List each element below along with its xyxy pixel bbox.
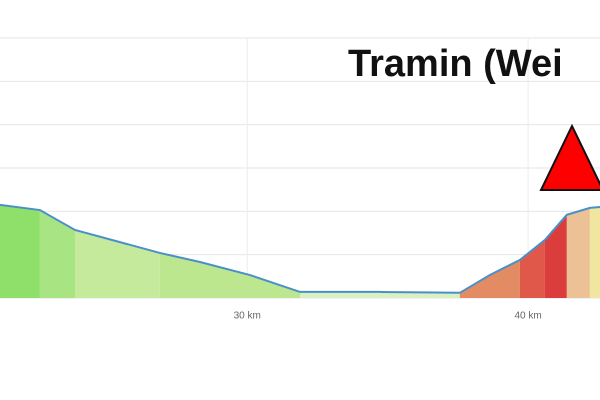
- grade-segment: [544, 214, 567, 298]
- grade-segment: [459, 259, 520, 298]
- grade-segment: [300, 291, 460, 298]
- plot: 30 km 40 km: [0, 37, 600, 322]
- grade-segment: [39, 210, 75, 298]
- x-tick-label: 30 km: [234, 311, 261, 322]
- peak-marker: [539, 123, 600, 191]
- grade-segment: [589, 207, 600, 298]
- chart-title: Tramin (Wei: [348, 43, 563, 85]
- grade-segment: [0, 204, 40, 298]
- grade-segment: [75, 229, 160, 298]
- grade-segment: [159, 252, 300, 298]
- x-tick-label: 40 km: [514, 311, 541, 322]
- grade-segment: [566, 207, 590, 298]
- elevation-line: [0, 203, 600, 294]
- grade-segment: [519, 239, 545, 298]
